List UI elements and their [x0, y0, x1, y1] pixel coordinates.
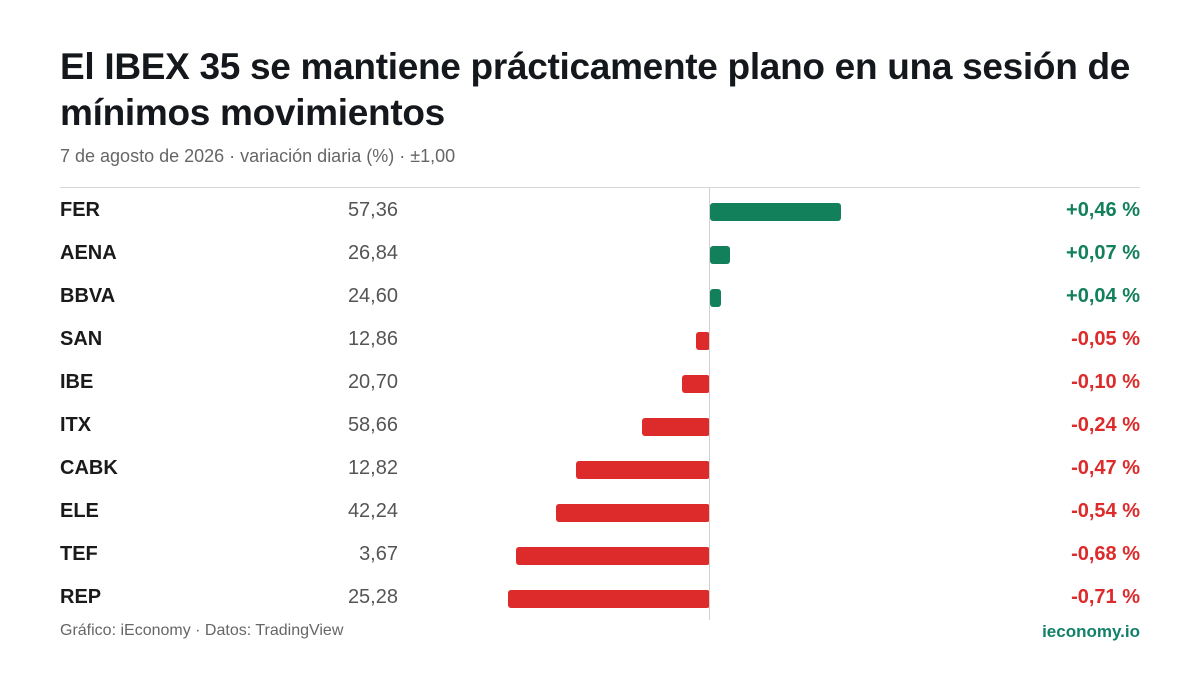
- header-divider: [60, 187, 1140, 188]
- positive-bar: [710, 203, 842, 221]
- price-value: 12,82: [347, 457, 398, 479]
- ticker-label: SAN: [60, 328, 103, 350]
- ticker-label: ITX: [60, 414, 92, 436]
- positive-bar: [710, 289, 722, 307]
- negative-bar: [695, 332, 710, 350]
- price-value: 24,60: [347, 285, 398, 307]
- change-label: -0,24 %: [1071, 414, 1140, 436]
- chart-row: CABK 12,82 -0,47 %: [0, 447, 1200, 490]
- ticker-label: FER: [60, 199, 100, 221]
- chart-row: REP 25,28 -0,71 %: [0, 576, 1200, 619]
- negative-bar: [681, 375, 710, 393]
- ticker-label: AENA: [60, 242, 117, 264]
- price-value: 20,70: [347, 371, 398, 393]
- change-label: +0,46 %: [1066, 199, 1140, 221]
- ticker-label: CABK: [60, 457, 118, 479]
- change-label: +0,04 %: [1066, 285, 1140, 307]
- ticker-label: ELE: [60, 500, 99, 522]
- price-value: 26,84: [347, 242, 398, 264]
- change-label: -0,10 %: [1071, 371, 1140, 393]
- price-value: 3,67: [359, 543, 398, 565]
- negative-bar: [516, 547, 710, 565]
- chart-row: IBE 20,70 -0,10 %: [0, 361, 1200, 404]
- price-value: 57,36: [347, 199, 398, 221]
- negative-bar: [641, 418, 710, 436]
- negative-bar: [507, 590, 710, 608]
- ticker-label: BBVA: [60, 285, 116, 307]
- chart-row: AENA 26,84 +0,07 %: [0, 232, 1200, 275]
- positive-bar: [710, 246, 730, 264]
- footer-brand-link[interactable]: ieconomy.io: [1042, 622, 1140, 641]
- footer-credit: Gráfico: iEconomy · Datos: TradingView: [60, 622, 344, 639]
- change-label: -0,54 %: [1071, 500, 1140, 522]
- chart-row: ELE 42,24 -0,54 %: [0, 490, 1200, 533]
- negative-bar: [556, 504, 710, 522]
- negative-bar: [576, 461, 710, 479]
- change-label: +0,07 %: [1066, 242, 1140, 264]
- price-value: 12,86: [347, 328, 398, 350]
- price-value: 42,24: [347, 500, 398, 522]
- ticker-label: TEF: [60, 543, 98, 565]
- zero-axis-line: [709, 188, 710, 620]
- chart-row: FER 57,36 +0,46 %: [0, 189, 1200, 232]
- price-value: 25,28: [347, 586, 398, 608]
- chart-title: El IBEX 35 se mantiene prácticamente pla…: [60, 46, 1131, 133]
- change-label: -0,68 %: [1071, 543, 1140, 565]
- price-value: 58,66: [347, 414, 398, 436]
- ticker-label: REP: [60, 586, 102, 608]
- change-label: -0,47 %: [1071, 457, 1140, 479]
- chart-row: BBVA 24,60 +0,04 %: [0, 275, 1200, 318]
- change-label: -0,71 %: [1071, 586, 1140, 608]
- ticker-label: IBE: [60, 371, 94, 393]
- chart-subtitle: 7 de agosto de 2026 · variación diaria (…: [60, 146, 456, 166]
- chart-row: SAN 12,86 -0,05 %: [0, 318, 1200, 361]
- chart-row: TEF 3,67 -0,68 %: [0, 533, 1200, 576]
- change-label: -0,05 %: [1071, 328, 1140, 350]
- chart-row: ITX 58,66 -0,24 %: [0, 404, 1200, 447]
